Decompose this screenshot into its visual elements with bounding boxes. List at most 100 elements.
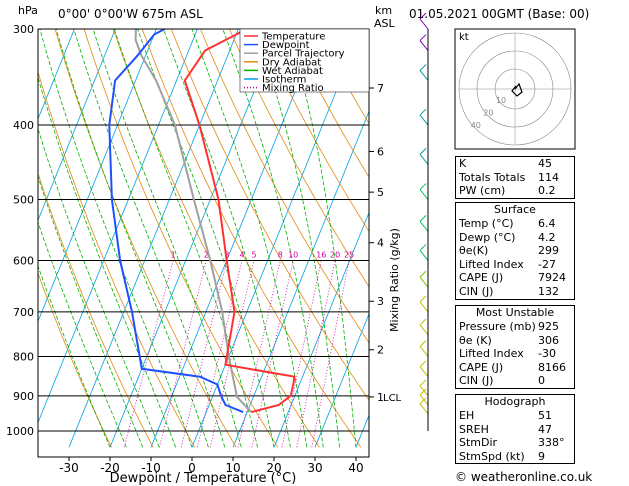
- wind-barb: [419, 221, 429, 232]
- isotherm-line: [314, 312, 369, 448]
- dewpoint-line: [108, 29, 244, 414]
- x-tick-label: 20: [266, 461, 281, 475]
- wind-barb: [419, 154, 429, 165]
- wind-barb-flag: [419, 148, 427, 155]
- hodograph-row: StmSpd (kt) 9: [459, 449, 545, 463]
- wind-barb-flag: [419, 340, 427, 347]
- wind-barb: [419, 70, 429, 81]
- index-row: K 45: [459, 157, 552, 170]
- x-axis-label: Dewpoint / Temperature (°C): [110, 471, 297, 486]
- mixing-ratio-label: 1: [171, 250, 176, 259]
- wet-adiabat-line: [113, 29, 258, 448]
- km-tick-label: 4: [377, 237, 384, 250]
- credit-text[interactable]: © weatheronline.co.uk: [455, 470, 593, 484]
- most-unstable-table: Most Unstable Pressure (mb) 925 θe (K) 306…: [455, 305, 575, 389]
- wind-barb-flag: [419, 318, 427, 326]
- wind-barb: [419, 301, 429, 313]
- wind-barb: [419, 18, 429, 30]
- mixing-ratio-label: 16: [316, 250, 326, 259]
- datetime-title: 01.05.2021 00GMT (Base: 00): [409, 7, 590, 21]
- dry-adiabat-line: [38, 70, 195, 448]
- dry-adiabat-line: [170, 29, 369, 401]
- surface-title: Surface: [494, 203, 536, 216]
- wind-barb-flag: [419, 64, 427, 71]
- hodograph-row: SREH 47: [459, 422, 552, 436]
- x-tick-label: 0: [188, 461, 196, 475]
- wind-barb-flag: [419, 34, 427, 41]
- mixing-ratio-line: [251, 260, 294, 448]
- wind-barb: [419, 346, 429, 357]
- hodograph-unit-label: kt: [459, 32, 469, 43]
- dry-adiabat-line: [287, 29, 369, 178]
- x-tick-label: 30: [307, 461, 322, 475]
- isotherm-line: [38, 29, 75, 120]
- pressure-tick-label: 700: [13, 306, 34, 319]
- hodograph-row: EH 51: [459, 409, 552, 422]
- x-tick-label: -10: [141, 461, 161, 475]
- dry-adiabat-line: [38, 172, 154, 448]
- indices-table: K 45 Totals Totals 114 PW (cm) 0.2: [455, 156, 575, 199]
- wet-adiabat-line: [163, 29, 291, 448]
- surface-row: CAPE (J) 7924: [459, 271, 566, 285]
- wet-adiabat-line: [92, 29, 242, 448]
- x-tick-label: -30: [59, 461, 79, 475]
- dry-adiabat-line: [38, 272, 112, 448]
- pressure-unit-label: hPa: [18, 4, 38, 17]
- wind-barb-flag: [419, 360, 427, 368]
- mixing-ratio-line: [281, 260, 322, 448]
- dry-adiabat-line: [112, 29, 320, 448]
- hodograph-trace: [511, 82, 523, 97]
- wind-barb: [419, 366, 429, 378]
- isotherm-line: [68, 29, 239, 448]
- most-unstable-row: Lifted Index -30: [459, 347, 556, 361]
- hodograph-row: StmDir 338°: [459, 436, 565, 450]
- km-tick-label: 1: [377, 391, 384, 404]
- lcl-label: LCL: [383, 393, 402, 404]
- wind-barb: [419, 114, 429, 126]
- mixing-ratio-line: [311, 260, 350, 448]
- dry-adiabat-line: [578, 29, 629, 447]
- km-tick-label: 3: [377, 295, 384, 308]
- x-tick-label: 10: [225, 461, 240, 475]
- wet-adiabat-line: [38, 265, 111, 448]
- hodograph-ring-label: 40: [471, 121, 481, 130]
- wind-barb: [419, 324, 429, 336]
- isotherm-line: [38, 29, 157, 323]
- pressure-tick-label: 600: [13, 254, 34, 267]
- pressure-tick-label: 900: [13, 390, 34, 403]
- temperature-line: [183, 29, 296, 414]
- mixing-ratio-line: [196, 260, 243, 448]
- wind-barb: [419, 189, 429, 200]
- mixing-ratio-label: 4: [239, 250, 244, 259]
- wet-adiabat-line: [287, 29, 357, 448]
- surface-row: CIN (J) 132: [459, 284, 559, 298]
- wet-adiabat-line: [255, 29, 340, 448]
- wet-adiabat-line: [73, 29, 226, 448]
- wet-adiabat-line: [38, 127, 160, 448]
- wind-barb-flag: [419, 270, 427, 278]
- wind-barb-flag: [419, 397, 427, 405]
- wet-adiabat-line: [38, 175, 144, 448]
- isotherm-line: [150, 29, 321, 448]
- most-unstable-row: θe (K) 306: [459, 333, 559, 347]
- mixing-ratio-line: [158, 260, 207, 448]
- mixing-ratio-axis-label: Mixing Ratio (g/kg): [388, 228, 401, 332]
- most-unstable-title: Most Unstable: [475, 306, 555, 319]
- wet-adiabat-line: [191, 29, 308, 448]
- x-tick-label: -20: [100, 461, 120, 475]
- isotherm-line: [0, 29, 33, 447]
- most-unstable-row: CIN (J) 0: [459, 374, 545, 388]
- isotherm-line: [109, 29, 280, 448]
- isotherm-line: [273, 211, 369, 448]
- wind-barb: [419, 250, 429, 261]
- index-row: PW (cm) 0.2: [459, 184, 556, 198]
- legend-label: Dewpoint: [262, 40, 310, 51]
- km-tick-label: 7: [377, 82, 384, 95]
- most-unstable-row: Pressure (mb) 925: [459, 320, 559, 333]
- mixing-ratio-label: 2: [204, 250, 209, 259]
- km-tick-label: 2: [377, 344, 384, 357]
- wet-adiabat-line: [137, 29, 275, 448]
- legend-label: Dry Adiabat: [262, 57, 321, 68]
